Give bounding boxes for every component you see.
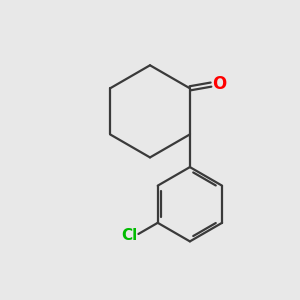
Text: O: O [212,75,226,93]
Text: Cl: Cl [122,228,138,243]
